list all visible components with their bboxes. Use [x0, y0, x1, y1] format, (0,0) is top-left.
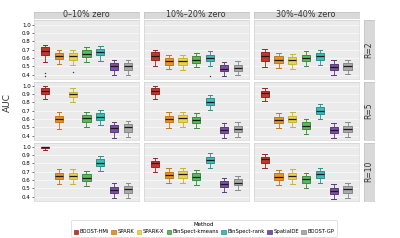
- Bar: [302, 176, 310, 183]
- Bar: [96, 113, 104, 120]
- Bar: [288, 57, 296, 64]
- Bar: [316, 107, 324, 114]
- Bar: [178, 171, 187, 178]
- Bar: [151, 52, 159, 60]
- Bar: [82, 174, 91, 181]
- Bar: [110, 187, 118, 193]
- Bar: [330, 64, 338, 70]
- Bar: [55, 173, 63, 179]
- Bar: [344, 126, 352, 132]
- Bar: [55, 116, 63, 122]
- Bar: [124, 63, 132, 70]
- Bar: [234, 65, 242, 71]
- Bar: [302, 55, 310, 61]
- Text: R=5: R=5: [364, 102, 373, 119]
- Bar: [234, 126, 242, 132]
- Bar: [82, 115, 91, 122]
- Bar: [41, 47, 49, 55]
- Bar: [260, 52, 269, 61]
- Bar: [55, 53, 63, 59]
- Bar: [110, 125, 118, 132]
- Bar: [260, 157, 269, 163]
- Bar: [220, 127, 228, 133]
- Bar: [220, 65, 228, 71]
- Bar: [274, 174, 283, 180]
- Bar: [206, 98, 214, 105]
- Bar: [110, 63, 118, 70]
- Bar: [68, 92, 77, 97]
- Bar: [274, 117, 283, 123]
- Bar: [124, 124, 132, 132]
- Bar: [302, 122, 310, 129]
- Bar: [260, 91, 269, 97]
- Bar: [192, 174, 200, 180]
- Bar: [68, 173, 77, 179]
- Bar: [206, 55, 214, 61]
- Legend: BOOST-HMi, SPARK, SPARK-X, BinSpect-kmeans, BinSpect-rank, SpatialDE, BOOST-GP: BOOST-HMi, SPARK, SPARK-X, BinSpect-kmea…: [72, 220, 336, 237]
- Bar: [164, 116, 173, 122]
- Bar: [68, 53, 77, 60]
- Bar: [288, 173, 296, 179]
- Bar: [164, 172, 173, 178]
- Text: R=10: R=10: [364, 161, 373, 183]
- Bar: [344, 186, 352, 193]
- Bar: [164, 58, 173, 65]
- Bar: [206, 157, 214, 164]
- Bar: [96, 49, 104, 55]
- Bar: [41, 88, 49, 94]
- Bar: [178, 115, 187, 122]
- Bar: [124, 186, 132, 193]
- Text: AUC: AUC: [3, 93, 12, 112]
- Text: R=2: R=2: [364, 41, 373, 58]
- Bar: [151, 88, 159, 94]
- Text: 0–10% zero: 0–10% zero: [63, 10, 110, 19]
- Bar: [41, 147, 49, 149]
- Bar: [344, 63, 352, 70]
- Bar: [151, 161, 159, 167]
- Bar: [330, 188, 338, 194]
- Bar: [274, 56, 283, 63]
- Bar: [192, 56, 200, 63]
- Text: 30%–40% zero: 30%–40% zero: [276, 10, 336, 19]
- Bar: [220, 181, 228, 187]
- Text: 10%–20% zero: 10%–20% zero: [166, 10, 226, 19]
- Bar: [96, 159, 104, 166]
- Bar: [178, 58, 187, 65]
- Bar: [82, 50, 91, 57]
- Bar: [288, 116, 296, 122]
- Bar: [316, 53, 324, 60]
- Bar: [330, 127, 338, 133]
- Bar: [316, 171, 324, 178]
- Bar: [192, 117, 200, 123]
- Bar: [234, 179, 242, 185]
